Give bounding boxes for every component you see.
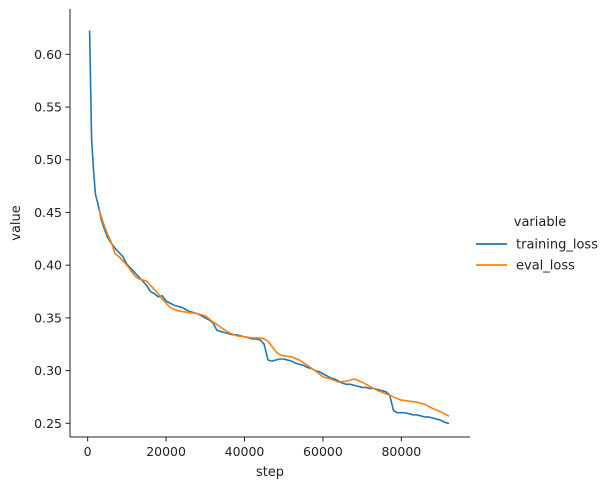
y-tick-label: 0.55 [34, 100, 62, 115]
legend-label-eval-loss: eval_loss [516, 259, 575, 274]
legend-title: variable [514, 215, 566, 230]
y-tick-label: 0.40 [34, 258, 62, 273]
y-tick-label: 0.35 [34, 310, 62, 325]
series-line-training-loss [88, 30, 450, 425]
y-axis-title: value [9, 205, 24, 241]
plot-series [88, 30, 450, 425]
legend: variable training_loss eval_loss [476, 215, 598, 274]
x-tick-label: 40000 [225, 444, 265, 459]
legend-label-training-loss: training_loss [516, 238, 598, 253]
axes: 0 20000 40000 60000 80000 0.25 0.30 0.35 0.40 0.4… [9, 9, 470, 480]
x-axis-title: step [256, 465, 284, 480]
y-tick-label: 0.60 [34, 47, 62, 62]
y-tick-label: 0.45 [34, 205, 62, 220]
y-tick-label: 0.50 [34, 152, 62, 167]
series-line-eval-loss [98, 209, 450, 417]
x-tick-label: 60000 [303, 444, 343, 459]
y-tick-label: 0.30 [34, 363, 62, 378]
x-tick-label: 80000 [381, 444, 421, 459]
x-tick-label: 20000 [146, 444, 186, 459]
x-tick-label: 0 [84, 444, 92, 459]
y-tick-label: 0.25 [34, 416, 62, 431]
